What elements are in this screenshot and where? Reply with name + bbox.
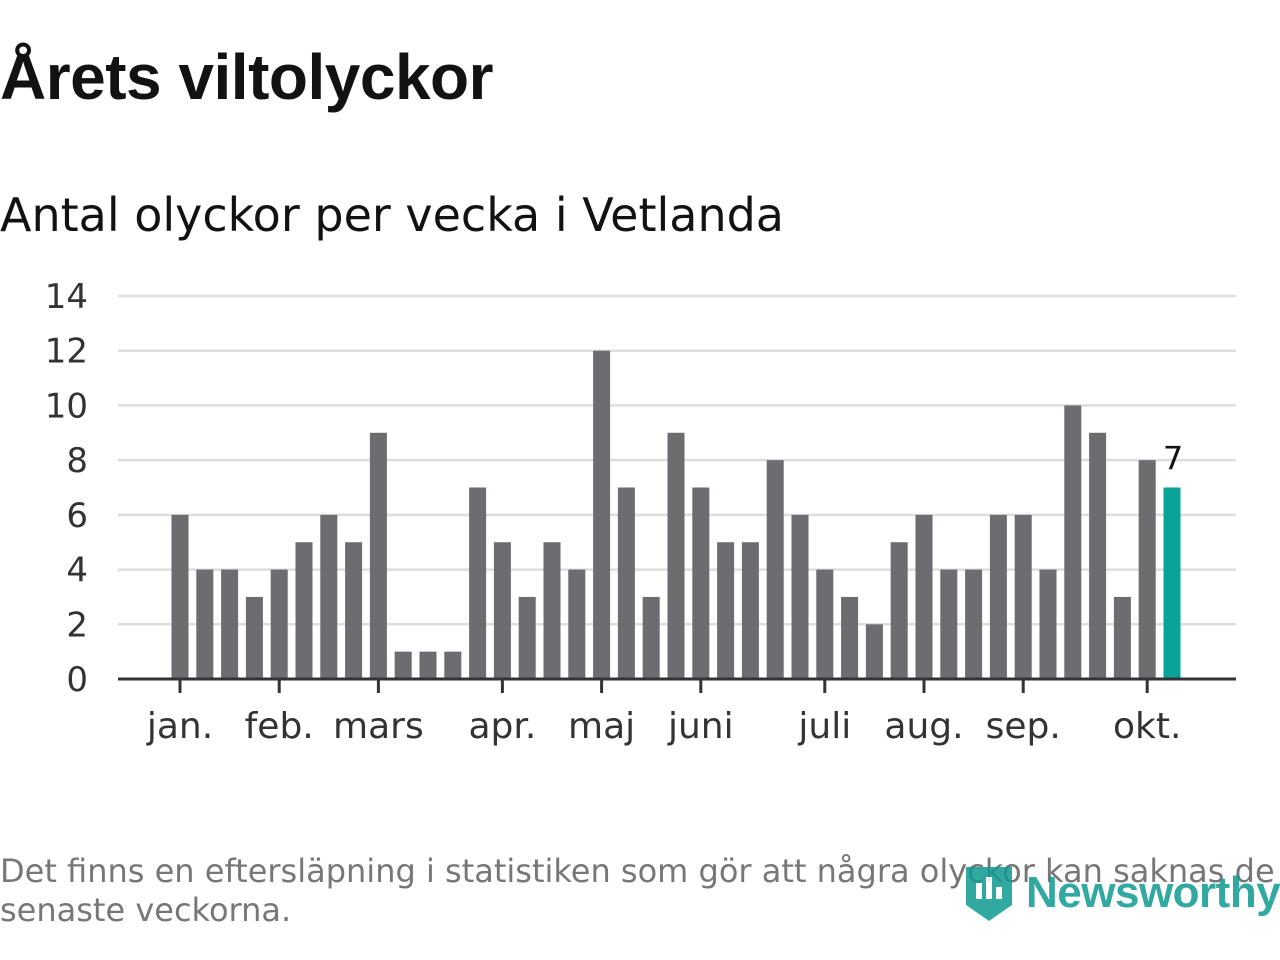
bar bbox=[717, 542, 735, 679]
bar bbox=[915, 514, 933, 679]
newsworthy-logo-icon bbox=[966, 867, 1012, 921]
bar bbox=[394, 651, 412, 679]
x-tick-label: mars bbox=[333, 706, 424, 747]
y-tick-label: 8 bbox=[66, 441, 88, 481]
x-tick-label: apr. bbox=[468, 706, 536, 747]
bar bbox=[865, 624, 883, 679]
bar bbox=[617, 487, 635, 679]
bar bbox=[245, 596, 263, 679]
bar bbox=[171, 514, 189, 679]
bar bbox=[989, 514, 1007, 679]
brand-name: Newsworthy bbox=[1026, 868, 1280, 917]
x-tick-label: juni bbox=[667, 706, 734, 747]
bar bbox=[692, 487, 710, 679]
bar bbox=[816, 569, 834, 679]
x-tick-label: juli bbox=[797, 706, 851, 747]
bar bbox=[543, 542, 561, 679]
bar bbox=[642, 596, 660, 679]
bar bbox=[568, 569, 586, 679]
bar bbox=[444, 651, 462, 679]
chart-title: Årets viltolyckor bbox=[0, 41, 494, 113]
bar bbox=[593, 350, 611, 679]
chart-subtitle: Antal olyckor per vecka i Vetlanda bbox=[0, 188, 784, 242]
x-tick-label: jan. bbox=[146, 706, 213, 747]
bar bbox=[841, 596, 859, 679]
x-tick-label: aug. bbox=[884, 706, 963, 747]
y-tick-label: 2 bbox=[66, 605, 88, 645]
bar bbox=[469, 487, 487, 679]
bar-chart: 0 2 4 6 8 10 12 14 7 jan. feb. mars apr. maj juni juli a… bbox=[45, 277, 1236, 747]
y-tick-label: 12 bbox=[45, 332, 88, 372]
y-tick-label: 10 bbox=[45, 386, 88, 426]
x-tick-label: sep. bbox=[986, 706, 1061, 747]
bar bbox=[196, 569, 214, 679]
bar bbox=[419, 651, 437, 679]
x-tick-label: maj bbox=[568, 706, 635, 747]
bar bbox=[1113, 596, 1131, 679]
bar-highlight bbox=[1163, 487, 1181, 679]
x-tick-label: okt. bbox=[1113, 706, 1181, 747]
y-tick-label: 14 bbox=[45, 277, 88, 317]
bar bbox=[518, 596, 536, 679]
bar bbox=[1014, 514, 1032, 679]
bar bbox=[270, 569, 288, 679]
bar bbox=[320, 514, 338, 679]
bar bbox=[791, 514, 809, 679]
bar bbox=[965, 569, 983, 679]
bar bbox=[940, 569, 958, 679]
y-tick-label: 6 bbox=[66, 496, 88, 536]
y-tick-label: 0 bbox=[66, 660, 88, 700]
bar bbox=[493, 542, 511, 679]
bar bbox=[1089, 432, 1107, 679]
bar bbox=[766, 460, 784, 679]
bar bbox=[890, 542, 908, 679]
bar bbox=[221, 569, 239, 679]
footnote: Det finns en eftersläpning i statistiken… bbox=[0, 852, 1275, 929]
bar bbox=[1138, 460, 1156, 679]
bar bbox=[741, 542, 759, 679]
x-tick-label: feb. bbox=[245, 706, 314, 747]
bar bbox=[1039, 569, 1057, 679]
bar bbox=[667, 432, 685, 679]
data-label: 7 bbox=[1163, 440, 1183, 478]
brand-logo: Newsworthy bbox=[962, 858, 1280, 928]
bar bbox=[345, 542, 363, 679]
bar bbox=[295, 542, 313, 679]
bar bbox=[369, 432, 387, 679]
y-tick-label: 4 bbox=[66, 551, 88, 591]
bar bbox=[1064, 405, 1082, 679]
